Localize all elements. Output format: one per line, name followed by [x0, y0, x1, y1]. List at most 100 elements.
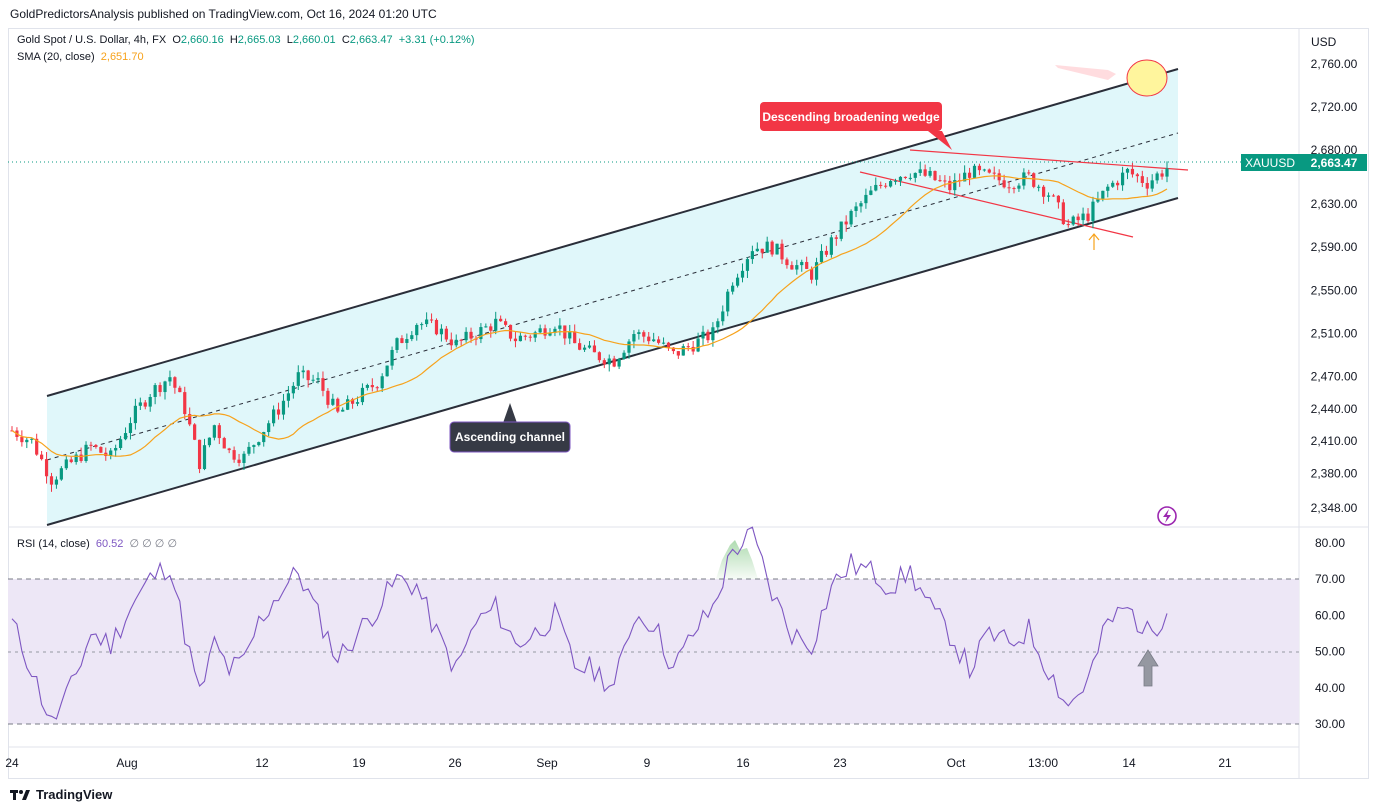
candle-body [582, 347, 587, 350]
candle-body [489, 326, 493, 331]
footer-brand: TradingView [36, 787, 113, 802]
wedge-callout[interactable]: Descending broadening wedge [760, 102, 952, 150]
chart-frame [8, 28, 1369, 779]
candle-body [869, 190, 873, 195]
candle-body [30, 438, 34, 440]
candle-body [592, 345, 597, 353]
candle-body [918, 169, 922, 173]
rsi-axis[interactable]: 30.00 40.00 50.00 60.00 70.00 80.00 [1315, 536, 1345, 731]
candle-body [913, 172, 917, 178]
wedge-upper-line[interactable] [909, 149, 1189, 171]
l-label: L [286, 34, 293, 46]
candle-body [1116, 182, 1120, 186]
candle-body [444, 328, 448, 340]
candle-body [963, 172, 967, 182]
candle-body [602, 360, 606, 365]
candle-body [716, 321, 720, 328]
price-axis[interactable]: 2,348.00 2,380.00 2,410.00 2,440.00 2,470.00… [1311, 57, 1358, 515]
wedge-lower-line[interactable] [859, 171, 1134, 238]
candle-body [775, 243, 779, 255]
candle-body [884, 185, 888, 187]
candle-body [123, 433, 128, 440]
candle-body [197, 439, 202, 470]
candle-body [296, 372, 300, 386]
candle-body [148, 396, 152, 407]
candle-body [587, 345, 592, 348]
rsi-label: RSI (14, close) [17, 538, 90, 550]
candle-body [1061, 202, 1065, 225]
candle-body [1140, 176, 1144, 183]
candle-body [272, 409, 276, 424]
date-tick-label: 16 [736, 756, 750, 770]
candle-body [642, 332, 646, 337]
candle-body [1037, 186, 1041, 188]
candle-body [632, 334, 636, 342]
candle-body [696, 338, 700, 352]
candle-body [627, 341, 631, 353]
candle-body [1125, 168, 1130, 173]
candle-body [222, 438, 226, 449]
currency-label[interactable]: USD [1311, 35, 1337, 49]
candle-body [943, 180, 947, 182]
candle-body [1046, 195, 1051, 197]
candle-body [523, 335, 527, 337]
candle-body [568, 331, 572, 339]
channel-upper-line[interactable] [46, 68, 1179, 397]
candle-body [864, 194, 868, 204]
candle-body [365, 385, 369, 388]
price-tick-label: 2,410.00 [1311, 434, 1358, 448]
channel-fill [47, 69, 1178, 525]
candle-body [597, 352, 601, 361]
channel-callout[interactable]: Ascending channel [449, 403, 571, 453]
candle-body [1007, 187, 1011, 189]
candle-body [745, 259, 750, 271]
candle-body [434, 319, 439, 335]
candle-body [212, 425, 216, 438]
price-tick-label: 2,720.00 [1311, 100, 1358, 114]
candle-body [252, 445, 256, 447]
candle-body [844, 221, 848, 225]
price-tick-label: 2,380.00 [1311, 467, 1358, 481]
candle-body [1096, 198, 1100, 202]
candle-body [202, 445, 207, 470]
candle-body [425, 319, 429, 325]
candle-body [49, 476, 54, 485]
symbol-desc: Gold Spot / U.S. Dollar, 4h, FX [17, 34, 167, 46]
date-tick-label: 21 [1218, 756, 1232, 770]
lightning-icon[interactable] [1157, 506, 1177, 526]
candle-body [262, 432, 266, 443]
price-tick-label: 2,348.00 [1311, 501, 1358, 515]
candle-body [163, 381, 167, 393]
date-axis[interactable]: 24 Aug 12 19 26 Sep 9 16 23 Oct 13:00 14 21 [5, 756, 1232, 770]
candle-body [938, 180, 942, 182]
candle-body [1056, 195, 1061, 203]
candle-body [410, 335, 414, 340]
h-label: H [229, 34, 238, 46]
candle-body [449, 339, 453, 346]
candle-body [987, 169, 991, 173]
candle-body [967, 172, 972, 178]
candle-body [528, 336, 532, 338]
candle-body [341, 409, 345, 412]
o-value: 2,660.16 [180, 34, 224, 46]
candle-body [64, 459, 68, 469]
candle-body [721, 311, 725, 322]
candle-body [286, 393, 291, 401]
candle-body [888, 181, 893, 187]
candle-body [518, 335, 522, 342]
candle-body [1091, 201, 1095, 221]
candle-body [953, 180, 957, 191]
price-tag[interactable]: XAUUSD 2,663.47 [1241, 154, 1367, 171]
candle-body [647, 336, 651, 342]
channel-lower-line[interactable] [46, 197, 1179, 526]
candle-body [622, 352, 626, 359]
candle-body [25, 439, 29, 443]
candle-body [538, 328, 542, 333]
candle-body [469, 331, 473, 339]
candle-body [755, 248, 759, 252]
c-value: 2,663.47 [349, 34, 393, 46]
candle-body [706, 331, 710, 341]
candle-body [1111, 182, 1115, 187]
candle-body [306, 370, 310, 381]
